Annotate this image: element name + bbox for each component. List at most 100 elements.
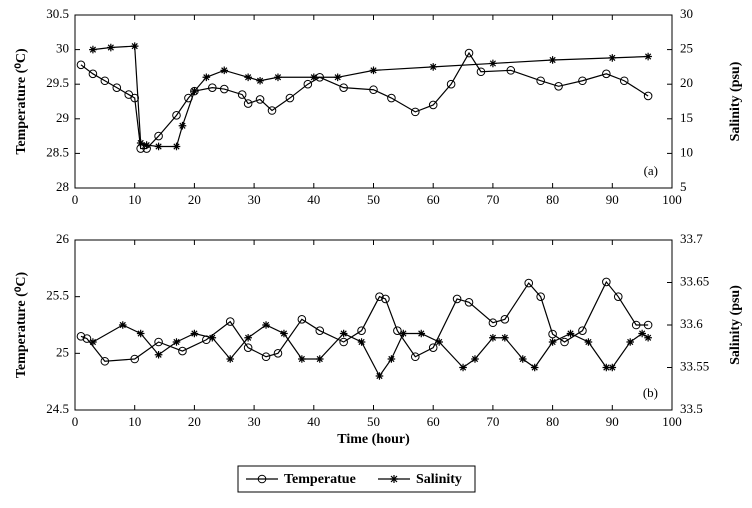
marker-circle <box>315 326 325 335</box>
marker-asterisk <box>274 73 282 82</box>
marker-circle <box>548 329 557 339</box>
marker-circle <box>643 320 653 330</box>
marker-circle <box>339 83 348 92</box>
marker-circle <box>82 334 92 343</box>
marker-circle <box>602 277 611 287</box>
y-tick-label: 24.5 <box>46 401 69 416</box>
x-tick-label: 30 <box>248 414 261 429</box>
marker-asterisk <box>262 321 270 329</box>
marker-asterisk <box>280 329 288 338</box>
marker-circle <box>410 352 420 362</box>
marker-circle <box>172 111 181 120</box>
y-tick-label: 25.5 <box>46 288 69 303</box>
marker-asterisk <box>244 73 252 82</box>
series-line <box>92 324 649 378</box>
marker-circle <box>381 294 390 304</box>
marker-asterisk <box>202 73 211 82</box>
marker-asterisk <box>172 338 181 346</box>
marker-circle <box>267 106 277 115</box>
y2-tick-label: 10 <box>680 144 693 159</box>
marker-circle <box>387 93 396 103</box>
x-tick-label: 60 <box>427 414 440 429</box>
marker-circle <box>476 67 486 77</box>
marker-asterisk <box>333 73 342 82</box>
marker-circle <box>88 69 98 79</box>
legend-label: Salinity <box>416 472 462 487</box>
marker-asterisk <box>459 363 467 372</box>
marker-circle <box>428 343 438 352</box>
marker-circle <box>536 292 545 301</box>
marker-asterisk <box>339 329 348 338</box>
x-tick-label: 70 <box>486 414 499 429</box>
y2-tick-label: 30 <box>680 6 693 21</box>
marker-asterisk <box>107 43 115 52</box>
legend-marker <box>257 474 267 484</box>
marker-asterisk <box>644 333 652 342</box>
marker-asterisk <box>172 142 181 151</box>
x-tick-label: 10 <box>128 414 141 429</box>
marker-circle <box>261 352 271 362</box>
marker-circle <box>643 91 653 101</box>
marker-asterisk <box>548 338 557 346</box>
series-line <box>80 280 649 362</box>
marker-asterisk <box>357 338 366 346</box>
marker-asterisk <box>644 52 652 61</box>
marker-asterisk <box>89 338 97 346</box>
y-tick-label: 28.5 <box>46 144 69 159</box>
marker-asterisk <box>315 355 324 363</box>
panel-annotation: (a) <box>644 163 658 178</box>
marker-asterisk <box>154 142 163 151</box>
y2-tick-label: 33.65 <box>680 273 709 288</box>
y2-tick-label: 15 <box>680 110 693 125</box>
y-tick-label: 30 <box>56 41 69 56</box>
y-tick-label: 29.5 <box>46 75 69 90</box>
marker-asterisk <box>256 76 264 85</box>
marker-asterisk <box>136 329 145 338</box>
plot-frame <box>74 14 673 189</box>
x-tick-label: 40 <box>307 192 320 207</box>
marker-circle <box>219 84 229 94</box>
marker-circle <box>339 337 348 347</box>
legend-label: Temperatue <box>284 472 356 487</box>
marker-circle <box>464 48 474 58</box>
legend-marker <box>390 475 398 483</box>
marker-asterisk <box>178 121 187 130</box>
y2-axis-label: Salinity (psu) <box>728 61 743 141</box>
marker-circle <box>357 326 366 335</box>
marker-asterisk <box>608 363 617 372</box>
marker-asterisk <box>190 329 199 338</box>
x-tick-label: 30 <box>248 192 261 207</box>
marker-circle <box>446 79 456 89</box>
marker-asterisk <box>244 333 252 342</box>
marker-circle <box>243 343 253 352</box>
marker-asterisk <box>501 333 509 342</box>
marker-circle <box>208 83 217 92</box>
marker-circle <box>369 85 378 95</box>
x-tick-label: 20 <box>188 192 201 207</box>
marker-asterisk <box>584 338 593 346</box>
marker-circle <box>237 90 247 99</box>
marker-asterisk <box>369 66 378 75</box>
marker-circle <box>154 337 163 347</box>
y2-tick-label: 20 <box>680 75 693 90</box>
marker-asterisk <box>602 363 611 372</box>
marker-circle <box>506 66 516 75</box>
marker-circle <box>76 332 86 341</box>
x-tick-label: 40 <box>307 414 320 429</box>
marker-asterisk <box>566 329 575 338</box>
marker-circle <box>285 93 295 103</box>
x-tick-label: 80 <box>546 192 559 207</box>
marker-asterisk <box>375 372 384 380</box>
marker-asterisk <box>142 141 151 149</box>
y2-tick-label: 5 <box>680 179 687 194</box>
y-tick-label: 29 <box>56 110 69 125</box>
marker-asterisk <box>489 333 497 342</box>
marker-circle <box>578 326 587 335</box>
plot-frame <box>74 239 673 411</box>
x-tick-label: 80 <box>546 414 559 429</box>
marker-circle <box>536 76 545 86</box>
marker-asterisk <box>387 355 396 363</box>
marker-circle <box>375 292 384 301</box>
x-tick-label: 20 <box>188 414 201 429</box>
marker-circle <box>297 315 307 324</box>
